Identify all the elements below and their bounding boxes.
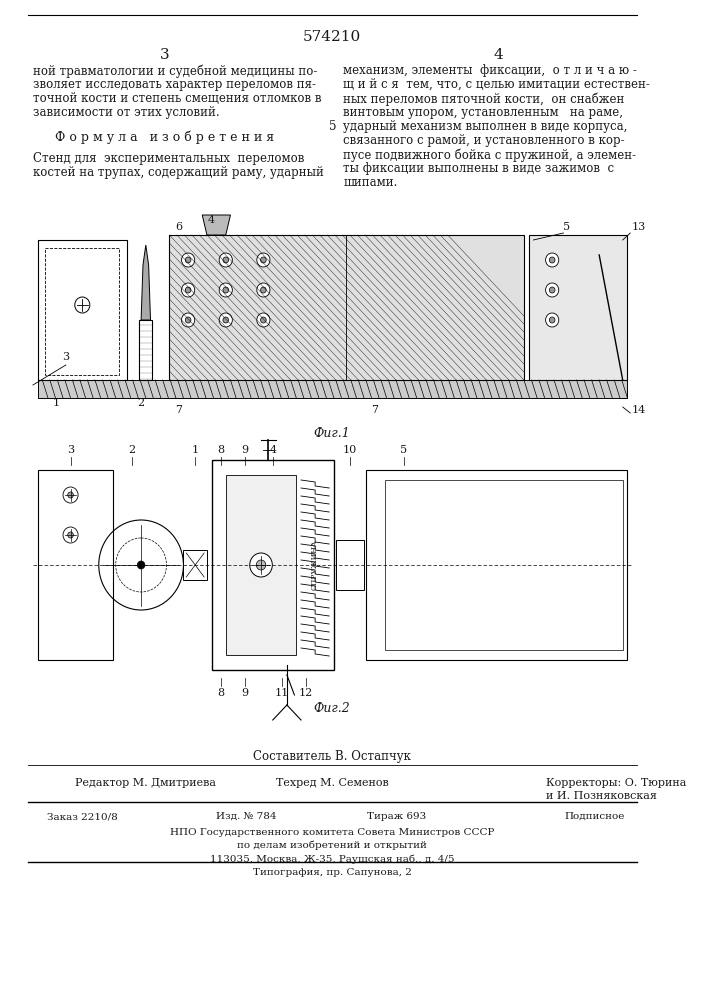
Text: ных переломов пяточной кости,  он снабжен: ных переломов пяточной кости, он снабжен [344, 92, 625, 105]
Circle shape [185, 287, 191, 293]
Text: винтовым упором, установленным   на раме,: винтовым упором, установленным на раме, [344, 106, 624, 119]
Circle shape [68, 532, 74, 538]
Circle shape [223, 317, 228, 323]
Text: зависимости от этих условий.: зависимости от этих условий. [33, 106, 220, 119]
Text: ной травматологии и судебной медицины по-: ной травматологии и судебной медицины по… [33, 64, 317, 78]
Text: СПРУЖИНА: СПРУЖИНА [311, 540, 319, 590]
Text: Фиг.1: Фиг.1 [314, 427, 351, 440]
Text: 574210: 574210 [303, 30, 361, 44]
Polygon shape [141, 245, 151, 320]
Text: механизм, элементы  фиксации,  о т л и ч а ю -: механизм, элементы фиксации, о т л и ч а… [344, 64, 637, 77]
Circle shape [257, 560, 266, 570]
Circle shape [261, 317, 267, 323]
Circle shape [219, 253, 233, 267]
Text: Изд. № 784: Изд. № 784 [216, 812, 277, 821]
Text: 2: 2 [138, 398, 145, 408]
Circle shape [185, 317, 191, 323]
Text: 13: 13 [632, 222, 646, 232]
Text: 1: 1 [53, 398, 60, 408]
Text: 1: 1 [191, 445, 198, 455]
Text: 8: 8 [218, 688, 225, 698]
Circle shape [549, 257, 555, 263]
Text: 3: 3 [160, 48, 170, 62]
Circle shape [549, 317, 555, 323]
Text: 4: 4 [493, 48, 503, 62]
Text: 8: 8 [218, 445, 225, 455]
Text: НПО Государственного комитета Совета Министров СССР: НПО Государственного комитета Совета Мин… [170, 828, 494, 837]
Circle shape [185, 257, 191, 263]
Text: 5: 5 [329, 120, 337, 133]
Text: Корректоры: О. Тюрина: Корректоры: О. Тюрина [546, 778, 686, 788]
Circle shape [261, 257, 267, 263]
Circle shape [546, 253, 559, 267]
Text: точной кости и степень смещения отломков в: точной кости и степень смещения отломков… [33, 92, 322, 105]
Circle shape [219, 313, 233, 327]
Circle shape [219, 283, 233, 297]
Text: ты фиксации выполнены в виде зажимов  с: ты фиксации выполнены в виде зажимов с [344, 162, 614, 175]
Circle shape [182, 283, 194, 297]
Circle shape [223, 257, 228, 263]
Circle shape [182, 313, 194, 327]
Text: костей на трупах, содержащий раму, ударный: костей на трупах, содержащий раму, ударн… [33, 166, 324, 179]
Text: 7: 7 [175, 405, 182, 415]
Polygon shape [202, 215, 230, 235]
Text: 11: 11 [275, 688, 289, 698]
Polygon shape [226, 475, 296, 655]
Text: щ и й с я  тем, что, с целью имитации естествен-: щ и й с я тем, что, с целью имитации ест… [344, 78, 650, 91]
Text: Заказ 2210/8: Заказ 2210/8 [47, 812, 118, 821]
Circle shape [63, 487, 78, 503]
Circle shape [257, 283, 270, 297]
Text: шипами.: шипами. [344, 176, 398, 189]
Circle shape [549, 287, 555, 293]
Text: Типография, пр. Сапунова, 2: Типография, пр. Сапунова, 2 [252, 868, 411, 877]
Text: и И. Позняковская: и И. Позняковская [546, 791, 657, 801]
Text: 113035, Москва, Ж-35, Раушская наб., д. 4/5: 113035, Москва, Ж-35, Раушская наб., д. … [210, 854, 455, 863]
Text: 5: 5 [563, 222, 570, 232]
Text: Тираж 693: Тираж 693 [367, 812, 426, 821]
Text: зволяет исследовать характер переломов пя-: зволяет исследовать характер переломов п… [33, 78, 316, 91]
Text: 3: 3 [67, 445, 74, 455]
Text: по делам изобретений и открытий: по делам изобретений и открытий [237, 841, 427, 850]
Circle shape [63, 527, 78, 543]
Text: 9: 9 [241, 688, 248, 698]
Text: Ф о р м у л а   и з о б р е т е н и я: Ф о р м у л а и з о б р е т е н и я [55, 130, 274, 143]
Text: 12: 12 [298, 688, 312, 698]
Circle shape [137, 561, 145, 569]
Text: Фиг.2: Фиг.2 [314, 702, 351, 715]
Text: Редактор М. Дмитриева: Редактор М. Дмитриева [75, 778, 216, 788]
Circle shape [546, 313, 559, 327]
Text: 3: 3 [62, 352, 69, 362]
Text: связанного с рамой, и установленного в кор-: связанного с рамой, и установленного в к… [344, 134, 625, 147]
Text: ударный механизм выполнен в виде корпуса,: ударный механизм выполнен в виде корпуса… [344, 120, 628, 133]
Polygon shape [37, 380, 627, 398]
Text: Техред М. Семенов: Техред М. Семенов [276, 778, 388, 788]
Circle shape [182, 253, 194, 267]
Text: 5: 5 [400, 445, 407, 455]
Circle shape [261, 287, 267, 293]
Text: Составитель В. Остапчук: Составитель В. Остапчук [253, 750, 411, 763]
Circle shape [546, 283, 559, 297]
Text: Стенд для  экспериментальных  переломов: Стенд для экспериментальных переломов [33, 152, 304, 165]
Text: Подписное: Подписное [564, 812, 625, 821]
Text: 14: 14 [632, 405, 646, 415]
Text: 9: 9 [241, 445, 248, 455]
Polygon shape [529, 235, 627, 380]
Text: 4: 4 [208, 215, 215, 225]
Circle shape [257, 253, 270, 267]
Circle shape [68, 492, 74, 498]
Text: пусе подвижного бойка с пружиной, а элемен-: пусе подвижного бойка с пружиной, а элем… [344, 148, 636, 161]
Circle shape [223, 287, 228, 293]
Text: 7: 7 [371, 405, 378, 415]
Polygon shape [169, 235, 524, 380]
Text: 2: 2 [128, 445, 135, 455]
Text: 10: 10 [343, 445, 357, 455]
Circle shape [257, 313, 270, 327]
Text: 6: 6 [175, 222, 182, 232]
Text: 4: 4 [269, 445, 276, 455]
Circle shape [250, 553, 272, 577]
